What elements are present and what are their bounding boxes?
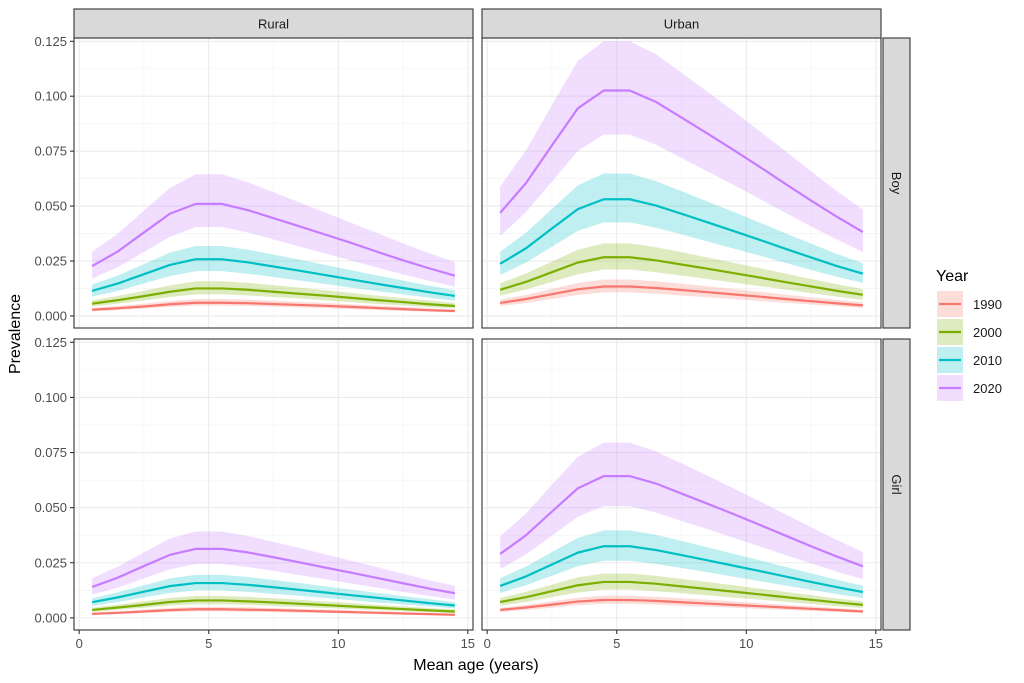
y-tick-label: 0.125 [34, 34, 67, 49]
x-tick-label: 5 [613, 636, 620, 651]
x-tick-label: 10 [739, 636, 753, 651]
panel-border [481, 338, 882, 631]
legend-item-1990: 1990 [937, 291, 1002, 317]
panel-rural-girl [73, 338, 474, 631]
legend: Year 1990 2000 2010 2020 [936, 268, 1002, 401]
series-line-1990 [500, 598, 863, 613]
x-tick-label: 0 [76, 636, 83, 651]
strip-label: Urban [664, 17, 699, 32]
y-tick-label: 0.000 [34, 308, 67, 323]
y-tick-label: 0.050 [34, 199, 67, 214]
ribbon-2000 [500, 573, 863, 608]
x-tick-label: 5 [205, 636, 212, 651]
series-line-2010 [499, 545, 864, 594]
legend-title: Year [936, 268, 969, 285]
legend-label: 2000 [973, 325, 1002, 340]
ribbon-1990 [92, 299, 455, 313]
panel-rural-boy [73, 37, 474, 329]
strip-label: Boy [889, 172, 904, 195]
ribbon-2020 [92, 174, 455, 287]
ribbon-1990 [500, 279, 863, 309]
series-line-2020 [91, 547, 456, 595]
y-tick-label: 0.025 [34, 253, 67, 268]
ribbon-2000 [92, 281, 455, 309]
ribbon-2010 [92, 574, 455, 609]
series-line-2000 [499, 580, 863, 606]
series-line-1990 [92, 608, 455, 616]
strip-label: Girl [889, 474, 904, 494]
panel-urban-girl [481, 338, 882, 631]
y-tick-label: 0.100 [34, 89, 67, 104]
series-line-1990 [92, 301, 455, 313]
ribbon-2010 [500, 173, 863, 283]
gridlines [74, 38, 473, 328]
strip-background [882, 338, 911, 631]
panels-layer [73, 37, 882, 631]
strip-label: Rural [258, 17, 289, 32]
series-line-2020 [91, 202, 456, 277]
strips-layer: Rural Urban Boy Girl [73, 8, 911, 631]
ribbon-2010 [92, 246, 455, 301]
series-line-2010 [91, 581, 455, 607]
legend-label: 2010 [973, 353, 1002, 368]
x-tick-label: 15 [461, 636, 475, 651]
y-tick-label: 0.050 [34, 500, 67, 515]
strip-background [481, 8, 882, 39]
ribbon-2020 [92, 531, 455, 600]
axes-layer: 0.000 0.025 0.050 0.075 0.100 0.125 0.000 0.025… [34, 34, 883, 651]
series-line-2010 [499, 198, 864, 275]
legend-item-2020: 2020 [937, 375, 1002, 401]
panel-border [73, 338, 474, 631]
series-line-1990 [499, 285, 863, 307]
y-tick-label: 0.025 [34, 555, 67, 570]
gridlines [74, 339, 473, 630]
panel-urban-boy [481, 37, 882, 329]
strip-background [73, 8, 474, 39]
series-line-2000 [91, 287, 455, 308]
strip-urban: Urban [481, 8, 882, 39]
y-axis-title: Prevalence [7, 294, 24, 374]
gridlines [482, 38, 881, 328]
legend-label: 1990 [973, 297, 1002, 312]
series-line-2020 [499, 475, 864, 568]
strip-background [882, 37, 911, 329]
legend-item-2000: 2000 [937, 319, 1002, 345]
y-tick-label: 0.125 [34, 335, 67, 350]
y-tick-label: 0.075 [34, 144, 67, 159]
x-axis-title: Mean age (years) [413, 657, 538, 674]
x-tick-label: 15 [869, 636, 883, 651]
series-line-2010 [91, 258, 456, 298]
gridlines [482, 339, 881, 630]
x-tick-label: 0 [484, 636, 491, 651]
series-line-2000 [92, 599, 455, 613]
ribbon-2010 [500, 530, 863, 599]
series-line-2000 [499, 256, 864, 296]
x-tick-label: 10 [331, 636, 345, 651]
ribbon-2020 [500, 41, 863, 252]
ribbon-2000 [500, 243, 863, 300]
strip-rural: Rural [73, 8, 474, 39]
strip-girl: Girl [882, 338, 911, 631]
y-tick-label: 0.075 [34, 445, 67, 460]
y-tick-label: 0.100 [34, 390, 67, 405]
strip-boy: Boy [882, 37, 911, 329]
legend-label: 2020 [973, 381, 1002, 396]
y-tick-label: 0.000 [34, 610, 67, 625]
ribbon-2020 [500, 442, 863, 580]
series-line-2020 [499, 89, 864, 233]
legend-item-2010: 2010 [937, 347, 1002, 373]
